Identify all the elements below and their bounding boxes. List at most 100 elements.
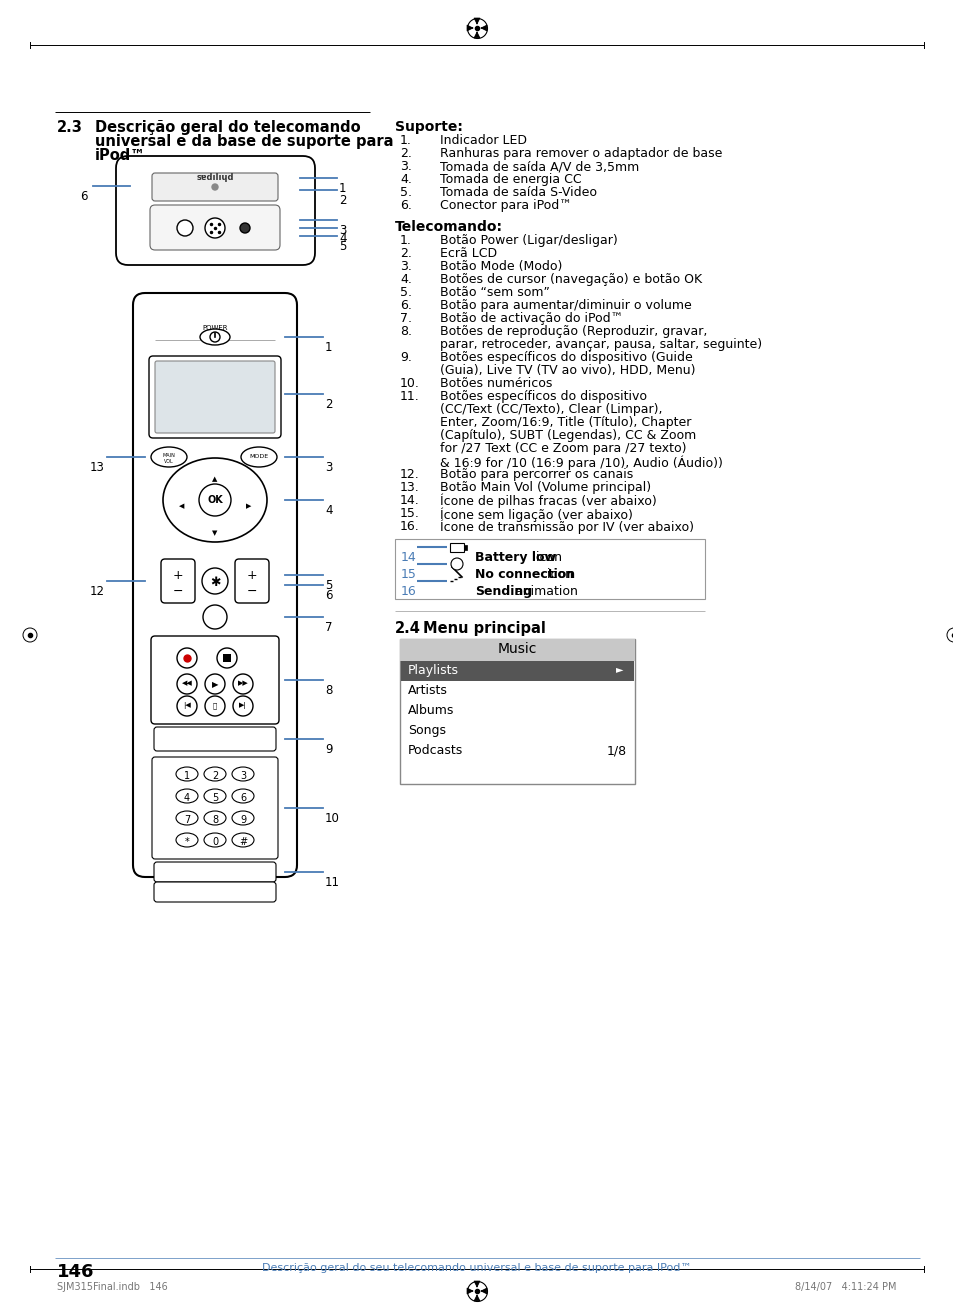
Text: 7: 7 bbox=[325, 622, 333, 633]
Circle shape bbox=[451, 558, 462, 570]
Ellipse shape bbox=[175, 811, 198, 825]
Text: 14: 14 bbox=[400, 551, 416, 564]
Text: ▶: ▶ bbox=[212, 681, 218, 689]
Text: No connection: No connection bbox=[475, 568, 575, 581]
FancyBboxPatch shape bbox=[153, 882, 275, 901]
Text: Descrição geral do seu telecomando universal e base de suporte para IPod™: Descrição geral do seu telecomando unive… bbox=[262, 1263, 691, 1273]
Text: 1: 1 bbox=[325, 342, 333, 353]
Text: iPod™: iPod™ bbox=[95, 148, 146, 163]
Ellipse shape bbox=[163, 459, 267, 541]
Text: parar, retroceder, avançar, pausa, saltar, seguinte): parar, retroceder, avançar, pausa, salta… bbox=[439, 338, 761, 351]
Bar bbox=[450, 543, 463, 552]
Ellipse shape bbox=[175, 788, 198, 803]
Text: MAIN
VOL: MAIN VOL bbox=[162, 453, 175, 464]
Text: animation: animation bbox=[511, 585, 578, 598]
Text: 5: 5 bbox=[212, 794, 218, 803]
Text: Menu principal: Menu principal bbox=[422, 622, 545, 636]
Text: Artists: Artists bbox=[408, 685, 447, 696]
Text: sɐdılıɥd: sɐdılıɥd bbox=[196, 173, 233, 183]
Text: 3.: 3. bbox=[399, 160, 412, 173]
Text: for /27 Text (CC e Zoom para /27 texto): for /27 Text (CC e Zoom para /27 texto) bbox=[439, 442, 686, 455]
Text: Botões de cursor (navegação) e botão OK: Botões de cursor (navegação) e botão OK bbox=[439, 273, 701, 286]
Text: 12: 12 bbox=[90, 585, 105, 598]
Ellipse shape bbox=[204, 811, 226, 825]
Text: Enter, Zoom/16:9, Title (Título), Chapter: Enter, Zoom/16:9, Title (Título), Chapte… bbox=[439, 417, 691, 428]
Text: ►: ► bbox=[615, 664, 622, 674]
Text: 4: 4 bbox=[325, 505, 333, 516]
Ellipse shape bbox=[204, 788, 226, 803]
Text: Playlists: Playlists bbox=[408, 664, 458, 677]
FancyBboxPatch shape bbox=[161, 558, 194, 603]
Text: & 16:9 for /10 (16:9 para /10), Audio (Áudio)): & 16:9 for /10 (16:9 para /10), Audio (Á… bbox=[439, 455, 722, 469]
Ellipse shape bbox=[241, 447, 276, 466]
Text: OK: OK bbox=[207, 495, 223, 505]
Text: 1/8: 1/8 bbox=[606, 744, 626, 757]
Text: Botões de reprodução (Reproduzir, gravar,: Botões de reprodução (Reproduzir, gravar… bbox=[439, 325, 706, 338]
Text: (CC/Text (CC/Texto), Clear (Limpar),: (CC/Text (CC/Texto), Clear (Limpar), bbox=[439, 403, 661, 417]
Text: Ícone de transmissão por IV (ver abaixo): Ícone de transmissão por IV (ver abaixo) bbox=[439, 520, 693, 535]
Circle shape bbox=[212, 184, 218, 191]
Circle shape bbox=[205, 696, 225, 716]
Text: Ranhuras para remover o adaptador de base: Ranhuras para remover o adaptador de bas… bbox=[439, 147, 721, 160]
Text: ◀: ◀ bbox=[178, 503, 184, 509]
Text: 3: 3 bbox=[325, 461, 332, 474]
Text: ◀◀: ◀◀ bbox=[181, 681, 193, 686]
Text: Tomada de saída A/V de 3,5mm: Tomada de saída A/V de 3,5mm bbox=[439, 160, 639, 173]
Text: 4: 4 bbox=[184, 794, 190, 803]
Text: icon: icon bbox=[542, 568, 572, 581]
Text: ▼: ▼ bbox=[213, 531, 217, 536]
Bar bbox=[399, 639, 635, 661]
Text: Battery low: Battery low bbox=[475, 551, 556, 564]
Text: 10.: 10. bbox=[399, 377, 419, 390]
Text: Botão Main Vol (Volume principal): Botão Main Vol (Volume principal) bbox=[439, 481, 651, 494]
Text: 2.: 2. bbox=[399, 247, 412, 260]
Text: ▶▶: ▶▶ bbox=[237, 681, 248, 686]
FancyBboxPatch shape bbox=[150, 205, 280, 250]
Text: 11.: 11. bbox=[399, 390, 419, 403]
Bar bbox=[463, 545, 467, 551]
Text: Botões específicos do dispositivo (Guide: Botões específicos do dispositivo (Guide bbox=[439, 351, 692, 364]
Text: −: − bbox=[172, 585, 183, 598]
Circle shape bbox=[177, 648, 196, 668]
FancyBboxPatch shape bbox=[149, 356, 281, 438]
Text: 15.: 15. bbox=[399, 507, 419, 520]
Text: 13: 13 bbox=[90, 461, 105, 474]
Text: 8.: 8. bbox=[399, 325, 412, 338]
Text: 8/14/07   4:11:24 PM: 8/14/07 4:11:24 PM bbox=[795, 1282, 896, 1292]
Text: +: + bbox=[247, 569, 257, 582]
Text: 2.4: 2.4 bbox=[395, 622, 420, 636]
Circle shape bbox=[199, 484, 231, 516]
Text: 0: 0 bbox=[212, 837, 218, 848]
Ellipse shape bbox=[175, 767, 198, 781]
Text: 1.: 1. bbox=[399, 134, 412, 147]
Text: ▲: ▲ bbox=[213, 476, 217, 482]
Text: 6.: 6. bbox=[399, 300, 412, 311]
Text: Indicador LED: Indicador LED bbox=[439, 134, 526, 147]
Text: 8: 8 bbox=[325, 685, 332, 696]
Text: 13.: 13. bbox=[399, 481, 419, 494]
Text: 7: 7 bbox=[184, 815, 190, 825]
Bar bbox=[400, 661, 634, 681]
FancyBboxPatch shape bbox=[234, 558, 269, 603]
FancyBboxPatch shape bbox=[132, 293, 296, 876]
Text: Botão para percorrer os canais: Botão para percorrer os canais bbox=[439, 468, 633, 481]
Circle shape bbox=[203, 604, 227, 629]
FancyBboxPatch shape bbox=[153, 727, 275, 752]
Text: 5.: 5. bbox=[399, 187, 412, 198]
Text: 3.: 3. bbox=[399, 260, 412, 273]
Text: Descrição geral do telecomando: Descrição geral do telecomando bbox=[95, 120, 360, 135]
Text: Ícone de pilhas fracas (ver abaixo): Ícone de pilhas fracas (ver abaixo) bbox=[439, 494, 656, 509]
Ellipse shape bbox=[151, 447, 187, 466]
Text: Botão Mode (Modo): Botão Mode (Modo) bbox=[439, 260, 561, 273]
Text: 10: 10 bbox=[325, 812, 339, 825]
Text: 1: 1 bbox=[184, 771, 190, 781]
Text: Botões numéricos: Botões numéricos bbox=[439, 377, 552, 390]
Text: Botão de activação do iPod™: Botão de activação do iPod™ bbox=[439, 311, 622, 325]
Text: 2.3: 2.3 bbox=[57, 120, 83, 135]
Text: −: − bbox=[247, 585, 257, 598]
Text: 16: 16 bbox=[400, 585, 416, 598]
Text: 9: 9 bbox=[240, 815, 246, 825]
Circle shape bbox=[216, 648, 236, 668]
Circle shape bbox=[233, 674, 253, 694]
FancyBboxPatch shape bbox=[151, 636, 278, 724]
